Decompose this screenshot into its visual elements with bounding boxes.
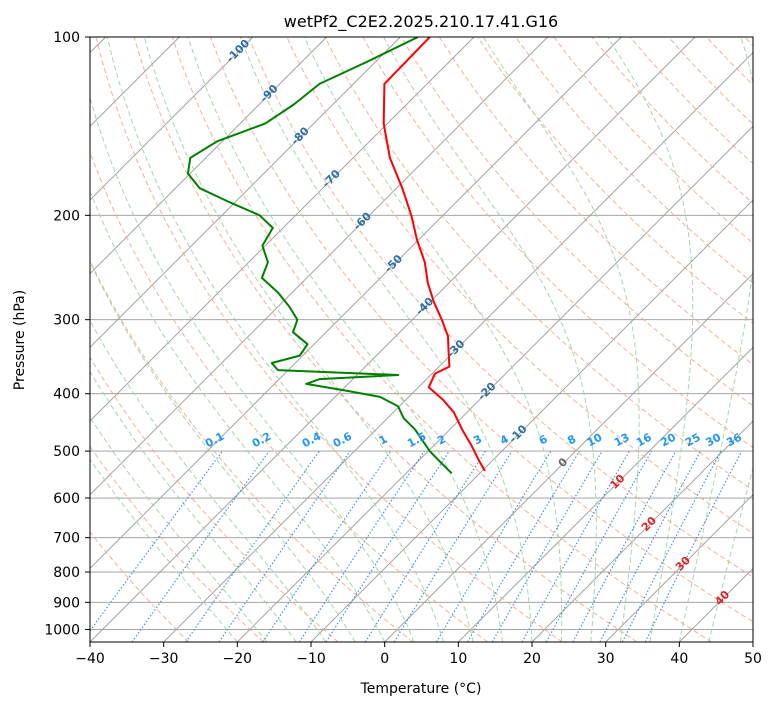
x-tick-label: 0 xyxy=(380,651,389,667)
y-tick-label: 400 xyxy=(53,387,80,403)
x-tick-label: 50 xyxy=(744,651,762,667)
x-tick-label: −10 xyxy=(296,651,326,667)
x-tick-label: −20 xyxy=(223,651,253,667)
y-tick-label: 900 xyxy=(53,595,80,611)
x-tick-label: −30 xyxy=(149,651,179,667)
x-tick-label: −40 xyxy=(75,651,105,667)
x-tick-label: 10 xyxy=(449,651,467,667)
y-tick-label: 1000 xyxy=(44,622,80,638)
y-tick-label: 100 xyxy=(53,30,80,46)
x-axis-label: Temperature (°C) xyxy=(360,681,482,697)
x-tick-label: 20 xyxy=(523,651,541,667)
y-tick-label: 800 xyxy=(53,565,80,581)
y-axis-label: Pressure (hPa) xyxy=(12,290,28,390)
x-tick-label: 40 xyxy=(670,651,688,667)
x-tick-label: 30 xyxy=(597,651,615,667)
y-tick-label: 600 xyxy=(53,491,80,507)
y-tick-label: 700 xyxy=(53,531,80,547)
y-tick-label: 300 xyxy=(53,313,80,329)
chart-title: wetPf2_C2E2.2025.210.17.41.G16 xyxy=(284,12,558,32)
y-tick-label: 500 xyxy=(53,444,80,460)
y-tick-label: 200 xyxy=(53,208,80,224)
